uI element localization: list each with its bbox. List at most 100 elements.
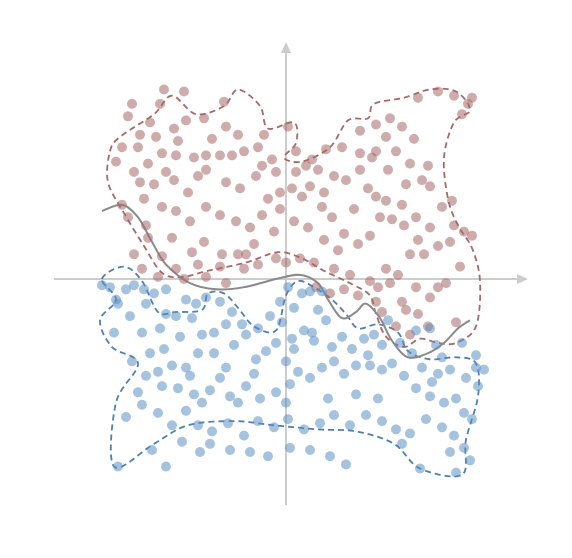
class-b-point <box>237 319 247 330</box>
class-b-point <box>197 397 207 408</box>
class-b-point <box>329 356 339 367</box>
class-b-point <box>289 344 299 354</box>
class-b-point <box>365 360 375 371</box>
class-b-point <box>323 393 333 404</box>
class-a-point <box>397 296 407 307</box>
class-b-point <box>185 370 195 381</box>
class-a-point <box>341 175 351 186</box>
class-b-point <box>297 288 307 299</box>
class-b-point <box>153 366 163 377</box>
class-b-point <box>479 364 489 375</box>
class-a-point <box>433 282 443 293</box>
class-a-point <box>275 204 285 214</box>
class-b-point <box>105 282 115 293</box>
class-a-point <box>333 245 343 256</box>
class-a-point <box>201 150 211 161</box>
class-a-point <box>215 261 225 272</box>
class-b-point <box>197 329 207 340</box>
class-a-point <box>467 92 477 103</box>
class-a-point <box>151 131 161 142</box>
class-b-point <box>209 348 219 359</box>
class-b-point <box>317 286 327 297</box>
class-b-point <box>461 372 471 383</box>
class-b-point <box>411 383 421 394</box>
class-a-point <box>329 171 339 181</box>
class-b-point <box>187 313 197 324</box>
class-b-point <box>405 428 415 439</box>
class-a-point <box>137 263 147 274</box>
class-a-point <box>171 263 181 274</box>
class-b-point <box>321 315 331 326</box>
class-a-point <box>413 92 423 103</box>
class-b-point <box>313 304 323 315</box>
class-a-point <box>425 292 435 303</box>
class-b-point <box>471 362 481 373</box>
class-b-point <box>221 319 231 330</box>
class-b-point <box>139 284 149 295</box>
class-a-point <box>183 187 193 198</box>
class-b-point <box>227 307 237 317</box>
class-a-point <box>373 282 383 293</box>
class-a-point <box>263 193 273 204</box>
class-a-point <box>307 154 317 165</box>
class-b-point <box>241 381 251 392</box>
class-a-point <box>199 113 209 124</box>
class-a-point <box>391 321 401 332</box>
class-b-point <box>181 294 191 305</box>
class-a-point <box>215 210 225 221</box>
class-a-point <box>123 212 133 223</box>
class-b-point <box>411 325 421 336</box>
class-b-point <box>157 381 167 392</box>
class-a-point <box>219 96 229 107</box>
class-b-point <box>445 447 455 457</box>
class-b-point <box>427 377 437 387</box>
class-b-point <box>261 346 271 357</box>
class-a-point <box>135 177 145 188</box>
class-a-point <box>143 158 153 169</box>
class-b-point <box>109 327 119 338</box>
class-a-point <box>423 160 433 171</box>
class-a-point <box>455 261 465 272</box>
class-a-point <box>199 236 209 247</box>
class-b-point <box>215 372 225 383</box>
class-b-point <box>195 447 205 457</box>
class-a-point <box>201 271 211 282</box>
class-a-point <box>245 222 255 233</box>
class-b-point <box>457 337 467 348</box>
class-b-point <box>459 442 469 453</box>
class-b-point <box>239 430 249 441</box>
class-a-point <box>289 216 299 227</box>
class-a-point <box>249 239 259 249</box>
class-a-point <box>401 179 411 190</box>
class-a-point <box>377 307 387 317</box>
class-b-point <box>439 397 449 408</box>
class-a-point <box>169 123 179 134</box>
class-b-point <box>373 393 383 404</box>
class-a-point <box>157 251 167 262</box>
class-a-point <box>287 183 297 194</box>
class-a-point <box>371 119 381 130</box>
class-b-point <box>437 352 447 363</box>
class-b-point <box>307 327 317 338</box>
class-a-point <box>355 164 365 175</box>
class-b-point <box>167 420 177 431</box>
class-b-point <box>417 362 427 373</box>
class-b-point <box>155 323 165 334</box>
class-a-point <box>321 144 331 155</box>
class-a-point <box>145 117 155 128</box>
class-b-point <box>305 286 315 297</box>
class-a-point <box>345 269 355 280</box>
class-b-point <box>141 370 151 381</box>
class-b-point <box>181 405 191 416</box>
class-b-point <box>285 442 295 453</box>
class-b-point <box>153 407 163 418</box>
class-b-point <box>395 337 405 348</box>
class-a-point <box>171 150 181 161</box>
class-b-point <box>121 284 131 295</box>
class-a-point <box>179 274 189 284</box>
class-b-point <box>293 366 303 377</box>
class-b-point <box>209 327 219 338</box>
class-b-point <box>287 333 297 344</box>
class-a-point <box>253 142 263 153</box>
